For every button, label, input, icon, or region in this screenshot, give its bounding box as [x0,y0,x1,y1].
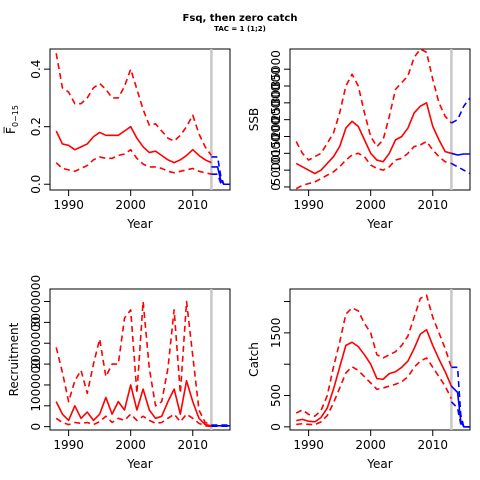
catch-y-tick-label: 0 [269,423,283,431]
ssb-y-tick-label: 25000 [269,84,283,122]
catch-series-median [296,328,453,423]
fbar-y-axis-label-main: F̅ [3,126,18,134]
recruitment-series-group [55,289,230,430]
catch-y-tick-label: 1500 [269,318,283,349]
recruitment-x-tick-label: 2010 [177,438,208,452]
recruitment-y-tick-label: 0 [29,423,43,431]
plot-frame [289,288,471,431]
fbar-series-group [55,49,230,190]
fbar-y-axis-label-subscript: 0−15 [11,105,20,127]
ssb-series-median [295,102,452,175]
catch-series-lower [296,357,453,426]
catch-tick-group: 1990 2000 2010 0 500 1500 [269,301,448,452]
ssb-series-projection-median [451,152,470,156]
recruitment-x-tick-label: 1990 [53,438,84,452]
fbar-x-tick-label: 2010 [177,198,208,212]
figure-title: Fsq, then zero catch [183,13,298,24]
panel-fbar: 1990 2000 2010 0.0 0.2 0.4 Year F̅0−15 [3,48,231,231]
plot-frame [49,48,231,191]
ssb-series-lower [295,140,452,190]
recruitment-y-tick-label: 2000000 [29,317,43,370]
catch-x-tick-label: 1990 [293,438,324,452]
catch-y-tick-label: 500 [269,384,283,407]
catch-series-projection-lower [450,401,470,428]
figure-subtitle: TAC = 1 (1;2) [214,25,266,33]
fbar-x-tick-label: 2000 [115,198,146,212]
catch-series-group [295,289,470,430]
ssb-y-tick-label: 35000 [269,50,283,88]
recruitment-y-tick-label: 3000000 [29,275,43,328]
fbar-y-tick-label: 0.2 [29,117,43,136]
ssb-series-group [295,48,471,190]
ssb-y-tick-label: 0 [269,183,283,191]
recruitment-x-tick-label: 2000 [115,438,146,452]
ssb-x-axis-label: Year [366,217,392,231]
fbar-y-tick-label: 0.4 [29,60,43,79]
ssb-x-tick-label: 2010 [417,198,448,212]
ssb-x-tick-label: 2000 [355,198,386,212]
recruitment-series-median [55,379,212,427]
catch-series-upper [295,294,453,418]
fbar-y-tick-label: 0.0 [29,175,43,194]
recruitment-series-lower [55,413,212,428]
panel-catch: 1990 2000 2010 0 500 1500 Year Catch [247,288,471,471]
ssb-y-tick-label: 20000 [269,101,283,139]
ssb-y-tick-label: 10000 [269,134,283,172]
ssb-x-tick-label: 1990 [293,198,324,212]
plot-frame [49,288,231,431]
fbar-y-axis-label: F̅0−15 [3,105,20,134]
panel-ssb: 1990 2000 2010 0500010000150002000025000300… [247,48,471,231]
fbar-series-median [55,125,212,164]
catch-x-axis-label: Year [366,457,392,471]
ssb-y-tick-label: 30000 [269,67,283,105]
fbar-tick-group: 1990 2000 2010 0.0 0.2 0.4 [29,60,208,212]
catch-x-tick-label: 2010 [417,438,448,452]
ssb-y-tick-label: 15000 [269,117,283,155]
ssb-tick-group: 1990 2000 2010 0500010000150002000025000300… [269,50,448,212]
ssb-series-projection-lower [450,162,471,175]
catch-series-projection-upper [451,366,470,428]
fbar-series-upper [55,53,213,156]
recruitment-y-axis-label: Recruitment [7,322,21,396]
ssb-series-upper [295,48,452,161]
fbar-x-tick-label: 1990 [53,198,84,212]
recruitment-x-axis-label: Year [126,457,152,471]
recruitment-y-tick-label: 1000000 [29,358,43,411]
ssb-y-axis-label: SSB [247,108,261,131]
ssb-series-projection-upper [450,97,471,124]
fbar-series-projection-lower [211,173,230,186]
fbar-series-projection-upper [211,156,230,186]
catch-y-axis-label: Catch [247,342,261,377]
ssb-y-tick-label: 5000 [269,155,283,186]
recruitment-series-upper [55,300,212,426]
catch-x-tick-label: 2000 [355,438,386,452]
fbar-x-axis-label: Year [126,217,152,231]
